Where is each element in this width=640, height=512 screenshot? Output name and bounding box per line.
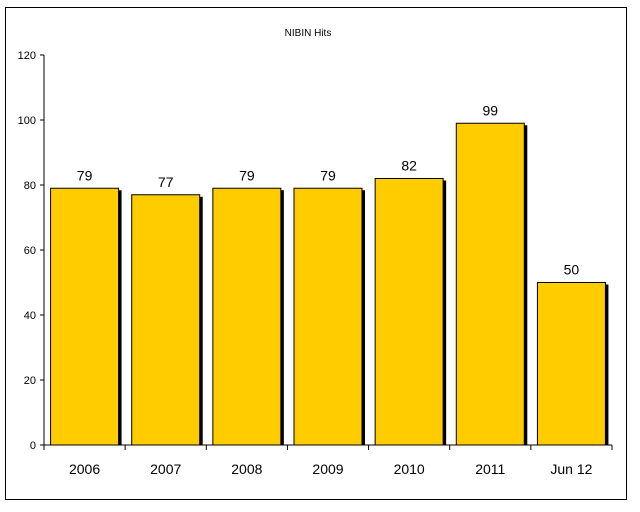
x-tick-label: 2008 xyxy=(231,461,262,477)
bar-value-label: 82 xyxy=(401,158,417,174)
y-tick-label: 120 xyxy=(18,50,36,62)
bar-value-label: 79 xyxy=(239,167,255,183)
y-tick-label: 0 xyxy=(30,440,36,452)
x-tick-label: 2007 xyxy=(150,461,181,477)
bar-value-label: 79 xyxy=(77,167,93,183)
x-tick-label: Jun 12 xyxy=(550,461,592,477)
bars xyxy=(50,122,609,446)
y-axis: 0 20 40 60 80 100 120 xyxy=(18,50,45,452)
bar xyxy=(212,187,282,446)
bar-value-label: 99 xyxy=(482,102,498,118)
bar xyxy=(455,122,525,446)
x-tick-label: 2006 xyxy=(69,461,100,477)
bar-value-label: 77 xyxy=(158,174,174,190)
bar xyxy=(131,194,201,446)
y-tick-label: 40 xyxy=(24,310,36,322)
bar xyxy=(293,187,363,446)
x-tick-label: 2009 xyxy=(312,461,343,477)
bar xyxy=(536,282,606,446)
bar xyxy=(50,187,120,446)
bar xyxy=(374,178,444,446)
chart-title: NIBIN Hits xyxy=(285,28,332,39)
x-axis: 2006 2007 2008 2009 2010 2011 Jun 12 xyxy=(43,444,613,477)
y-tick-label: 20 xyxy=(24,375,36,387)
y-tick-label: 60 xyxy=(24,245,36,257)
data-labels: 79 77 79 79 82 99 50 xyxy=(77,102,580,277)
x-tick-label: 2011 xyxy=(475,461,505,477)
bar-value-label: 79 xyxy=(320,167,336,183)
bar-value-label: 50 xyxy=(564,262,580,278)
x-tick-label: 2010 xyxy=(394,461,425,477)
y-tick-label: 80 xyxy=(24,180,36,192)
y-tick-label: 100 xyxy=(18,115,36,127)
